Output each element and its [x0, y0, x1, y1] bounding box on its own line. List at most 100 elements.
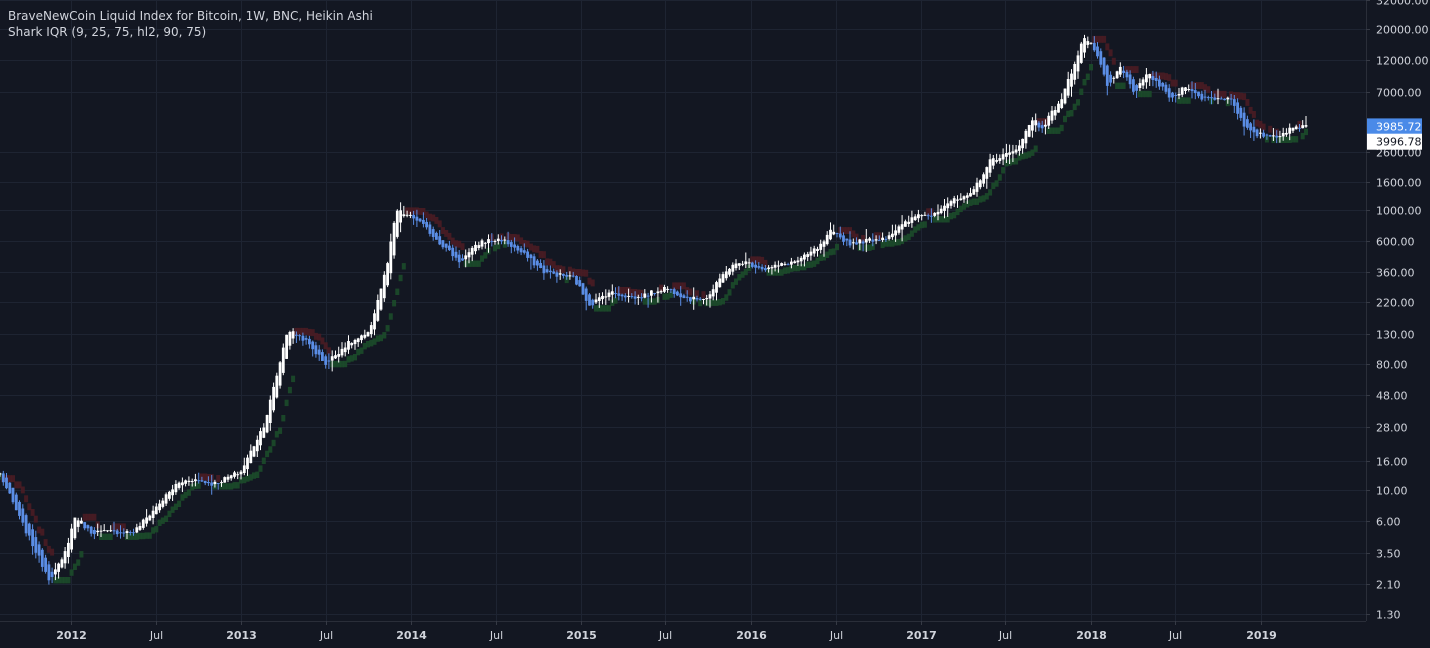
iqr-band-segment [724, 294, 729, 301]
iqr-band-segment [271, 439, 276, 447]
candle-body [832, 231, 836, 235]
candle-body [24, 515, 28, 534]
iqr-band-segment [795, 264, 800, 272]
candle-body [184, 480, 187, 484]
candle-body [991, 158, 995, 166]
iqr-band-segment [802, 263, 807, 271]
iqr-band-segment [346, 356, 351, 363]
iqr-band-segment [828, 248, 833, 256]
candle-body [829, 229, 832, 240]
iqr-band-segment [1027, 151, 1032, 158]
iqr-band-segment [1056, 127, 1061, 134]
iqr-band-segment [72, 563, 77, 570]
iqr-band-segment [734, 278, 738, 285]
iqr-band-segment [528, 243, 533, 251]
iqr-band-segment [258, 465, 263, 472]
x-tick-label: 2018 [1076, 629, 1107, 642]
candle-body [461, 258, 464, 261]
iqr-band-segment [76, 559, 81, 566]
iqr-band-segment [525, 240, 530, 248]
iqr-band-segment [1238, 92, 1243, 100]
candle-body [1259, 132, 1262, 134]
price-axis[interactable]: 32000.00 20000.00 12000.00 7000.00 2600.00 16… [1366, 0, 1429, 622]
candle-body [597, 297, 601, 301]
iqr-band-segment [431, 214, 436, 222]
candle-body [1138, 83, 1142, 88]
iqr-band-segment [141, 532, 146, 540]
iqr-band-segment [675, 282, 680, 290]
iqr-band-segment [581, 269, 585, 277]
iqr-band-segment [304, 327, 309, 335]
candle-body [444, 243, 448, 248]
iqr-band-segment [1255, 119, 1260, 127]
candle-body [884, 238, 888, 240]
iqr-band-segment [46, 545, 51, 553]
candle-body [1008, 152, 1011, 155]
iqr-band-segment [1124, 66, 1129, 73]
time-axis[interactable]: 2012 Jul 2013 Jul 2014 Jul 2015 Jul 2016 Jul 2017 J… [56, 621, 1277, 642]
iqr-band-segment [401, 263, 406, 270]
candle-body [288, 332, 292, 346]
iqr-band-segment [541, 251, 546, 259]
candle-body [431, 229, 435, 237]
candle-body [783, 263, 787, 265]
candle-body [715, 282, 718, 293]
candle-body [933, 212, 937, 216]
candle-body [496, 238, 500, 241]
y-tick-label: 7000.00 [1376, 87, 1422, 100]
candle-body [168, 491, 171, 499]
iqr-band-segment [883, 240, 888, 247]
candle-body [145, 517, 148, 524]
x-tick-label: 2016 [736, 629, 767, 642]
iqr-band-segment [310, 329, 315, 337]
candle-body [1184, 87, 1187, 91]
candle-body [848, 239, 852, 246]
iqr-band-segment [11, 475, 15, 483]
iqr-band-segment [1128, 66, 1133, 73]
y-tick-label: 16.00 [1376, 456, 1408, 469]
x-tick-label: 2013 [226, 629, 257, 642]
iqr-band-segment [460, 243, 465, 251]
candle-body [239, 471, 243, 475]
iqr-band-segment [916, 224, 921, 231]
iqr-band-segment [297, 327, 302, 335]
iqr-band-segment [255, 471, 260, 478]
iqr-band-segment [444, 230, 449, 237]
iqr-band-segment [1300, 132, 1305, 140]
x-tick-label: Jul [829, 629, 843, 642]
candle-body [474, 244, 477, 252]
iqr-band-segment [30, 509, 35, 516]
candle-body [764, 268, 767, 271]
iqr-band-segment [538, 251, 543, 258]
iqr-band-segment [867, 244, 872, 251]
iqr-band-segment [753, 256, 758, 264]
x-tick-label: 2017 [906, 629, 937, 642]
candle-body [926, 215, 930, 217]
candle-body [806, 254, 810, 257]
candle-body [985, 167, 989, 179]
iqr-band-segment [1170, 79, 1175, 87]
candle-body [1031, 120, 1034, 131]
iqr-band-segment [988, 189, 993, 196]
iqr-band-segment [131, 533, 136, 540]
iqr-band-segment [291, 375, 296, 383]
iqr-band-segment [434, 217, 439, 224]
candle-body [1164, 84, 1168, 92]
iqr-band-segment [447, 232, 452, 240]
candle-body [913, 216, 917, 220]
y-tick-label: 360.00 [1376, 267, 1415, 280]
iqr-band-segment [362, 343, 367, 350]
candle-body [138, 526, 142, 530]
candle-body [395, 210, 399, 237]
iqr-band-segment [812, 260, 817, 267]
iqr-band-segment [701, 291, 706, 299]
iqr-band-segment [792, 264, 797, 272]
candle-body [70, 528, 73, 550]
iqr-band-segment [0, 473, 2, 480]
candle-body [1190, 89, 1194, 92]
iqr-band-segment [1102, 35, 1107, 43]
candle-body [509, 242, 513, 247]
candle-body [308, 338, 311, 345]
iqr-band-segment [1206, 86, 1211, 94]
